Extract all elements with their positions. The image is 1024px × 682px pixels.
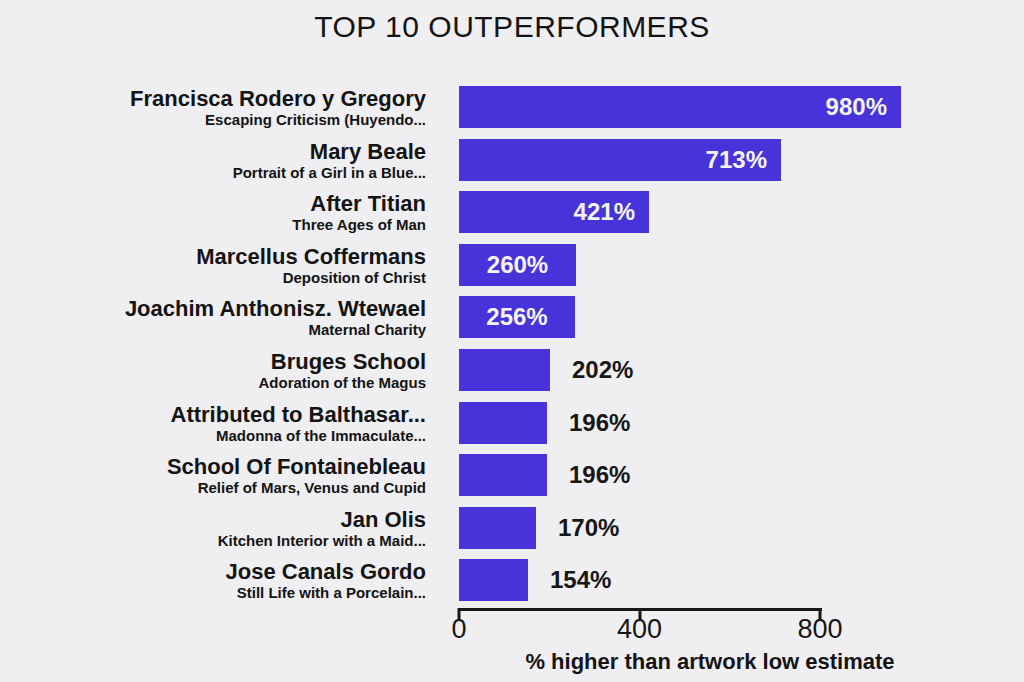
x-axis-tick-label: 400 bbox=[617, 614, 662, 645]
artist-name: Marcellus Coffermans bbox=[196, 244, 426, 269]
bar-value-label: 154% bbox=[550, 559, 611, 601]
bar-value-label: 256% bbox=[459, 296, 575, 338]
bar-chart: TOP 10 OUTPERFORMERS Francisca Rodero y … bbox=[0, 0, 1024, 682]
bar-value-label: 421% bbox=[574, 191, 635, 233]
x-axis-tick-label: 800 bbox=[797, 614, 842, 645]
chart-row: Attributed to Balthasar...Madonna of the… bbox=[0, 402, 1024, 444]
chart-row: Mary BealePortrait of a Girl in a Blue..… bbox=[0, 139, 1024, 181]
bar-value-label: 260% bbox=[459, 244, 576, 286]
row-labels: School Of FontainebleauRelief of Mars, V… bbox=[167, 454, 426, 496]
bar-value-label: 713% bbox=[706, 139, 767, 181]
artwork-title: Portrait of a Girl in a Blue... bbox=[233, 164, 426, 181]
bar bbox=[459, 559, 528, 601]
x-axis-tick-label: 0 bbox=[451, 614, 466, 645]
bar: 713% bbox=[459, 139, 781, 181]
bar-value-label: 196% bbox=[569, 454, 630, 496]
bar bbox=[459, 402, 547, 444]
artwork-title: Deposition of Christ bbox=[196, 269, 426, 286]
row-labels: Jose Canals GordoStill Life with a Porce… bbox=[225, 559, 426, 601]
bar: 256% bbox=[459, 296, 575, 338]
chart-row: Francisca Rodero y GregoryEscaping Criti… bbox=[0, 86, 1024, 128]
bar bbox=[459, 454, 547, 496]
row-labels: Marcellus CoffermansDeposition of Christ bbox=[196, 244, 426, 286]
chart-title: TOP 10 OUTPERFORMERS bbox=[0, 10, 1024, 44]
bar: 421% bbox=[459, 191, 649, 233]
row-labels: Attributed to Balthasar...Madonna of the… bbox=[171, 402, 426, 444]
artwork-title: Still Life with a Porcelain... bbox=[225, 584, 426, 601]
artwork-title: Madonna of the Immaculate... bbox=[171, 427, 426, 444]
chart-row: Bruges SchoolAdoration of the Magus 202% bbox=[0, 349, 1024, 391]
x-axis-label: % higher than artwork low estimate bbox=[525, 649, 894, 675]
row-labels: Joachim Anthonisz. WtewaelMaternal Chari… bbox=[125, 296, 426, 338]
chart-row: Marcellus CoffermansDeposition of Christ… bbox=[0, 244, 1024, 286]
artist-name: Bruges School bbox=[259, 349, 427, 374]
chart-row: Joachim Anthonisz. WtewaelMaternal Chari… bbox=[0, 296, 1024, 338]
artist-name: School Of Fontainebleau bbox=[167, 454, 426, 479]
artwork-title: Relief of Mars, Venus and Cupid bbox=[167, 479, 426, 496]
artist-name: Jose Canals Gordo bbox=[225, 559, 426, 584]
row-labels: Francisca Rodero y GregoryEscaping Criti… bbox=[130, 86, 426, 128]
artwork-title: Three Ages of Man bbox=[292, 216, 426, 233]
bar-value-label: 202% bbox=[572, 349, 633, 391]
chart-row: After TitianThree Ages of Man 421% bbox=[0, 191, 1024, 233]
artist-name: After Titian bbox=[292, 191, 426, 216]
bar bbox=[459, 507, 536, 549]
artwork-title: Kitchen Interior with a Maid... bbox=[218, 532, 426, 549]
artist-name: Jan Olis bbox=[218, 507, 426, 532]
chart-row: Jan OlisKitchen Interior with a Maid... 1… bbox=[0, 507, 1024, 549]
row-labels: Bruges SchoolAdoration of the Magus bbox=[259, 349, 427, 391]
bar bbox=[459, 349, 550, 391]
chart-row: School Of FontainebleauRelief of Mars, V… bbox=[0, 454, 1024, 496]
artwork-title: Adoration of the Magus bbox=[259, 374, 427, 391]
artist-name: Francisca Rodero y Gregory bbox=[130, 86, 426, 111]
bar-value-label: 980% bbox=[826, 86, 887, 128]
bar-value-label: 196% bbox=[569, 402, 630, 444]
artwork-title: Escaping Criticism (Huyendo... bbox=[130, 111, 426, 128]
artist-name: Joachim Anthonisz. Wtewael bbox=[125, 296, 426, 321]
artwork-title: Maternal Charity bbox=[125, 321, 426, 338]
chart-row: Jose Canals GordoStill Life with a Porce… bbox=[0, 559, 1024, 601]
artist-name: Mary Beale bbox=[233, 139, 426, 164]
artist-name: Attributed to Balthasar... bbox=[171, 402, 426, 427]
bar-value-label: 170% bbox=[558, 507, 619, 549]
row-labels: Jan OlisKitchen Interior with a Maid... bbox=[218, 507, 426, 549]
bar: 980% bbox=[459, 86, 901, 128]
bar: 260% bbox=[459, 244, 576, 286]
row-labels: Mary BealePortrait of a Girl in a Blue..… bbox=[233, 139, 426, 181]
row-labels: After TitianThree Ages of Man bbox=[292, 191, 426, 233]
